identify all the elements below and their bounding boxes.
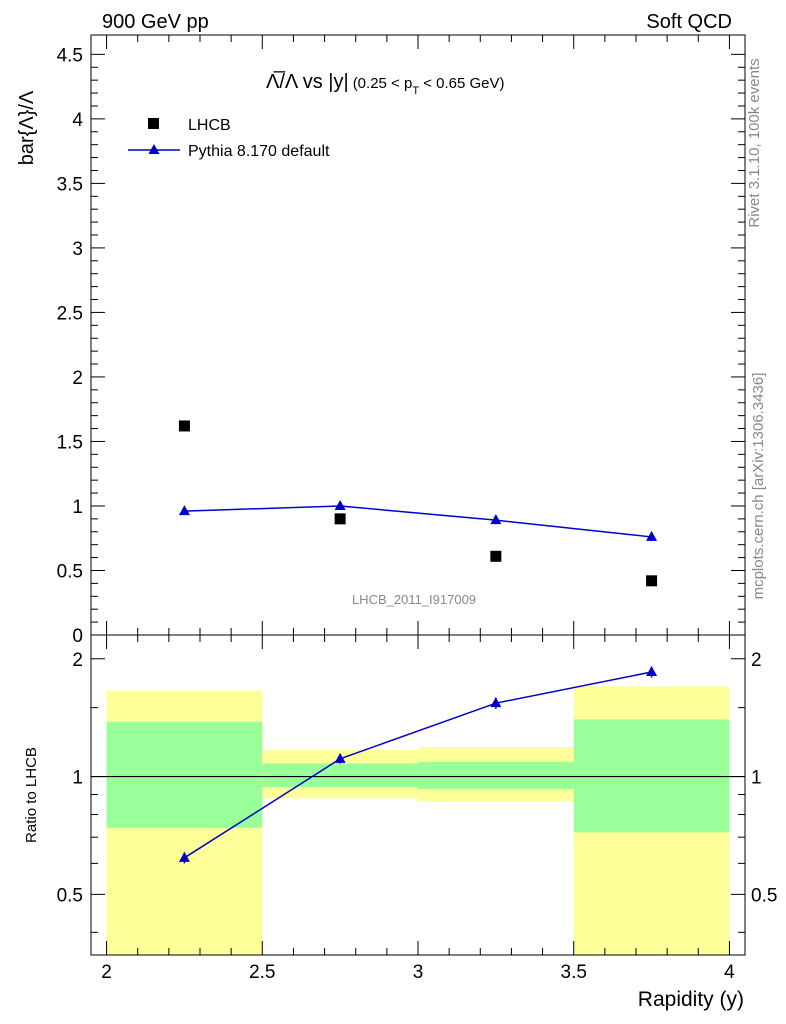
ratio-series-line [184, 671, 652, 859]
main-panel: 0 0.5 1 1.5 2 2.5 3 3.5 4 4.5 LHCB Pythia 8.170 def… [57, 34, 746, 647]
mcplots-label: mcplots.cern.ch [arXiv:1306.3436] [750, 373, 767, 600]
data-point [490, 550, 502, 562]
ratio-y-tick-label: 2 [72, 650, 83, 671]
mc-point [334, 499, 346, 510]
uncertainty-band-inner [106, 721, 263, 828]
title-cut-open: (0.25 < p [353, 75, 413, 92]
ratio-y-tick-label: 1 [72, 768, 83, 789]
uncertainty-band-inner [262, 763, 418, 788]
mc-point [646, 530, 658, 541]
analysis-watermark: LHCB_2011_I917009 [352, 592, 476, 607]
header-left: 900 GeV pp [102, 11, 209, 33]
x-axis-label: Rapidity (y) [638, 988, 744, 1011]
y-tick-label: 0 [72, 626, 83, 647]
x-tick-label: 2.5 [249, 962, 275, 983]
rivet-version-label: Rivet 3.1.10, 100k events [746, 58, 763, 227]
ratio-y-tick-label-right: 2 [751, 650, 762, 671]
mc-series-line [184, 505, 652, 538]
ratio-y-tick-label-right: 1 [751, 768, 762, 789]
y-axis-label-ratio: Ratio to LHCB [23, 747, 40, 843]
legend-label-data: LHCB [188, 117, 231, 134]
header-right: Soft QCD [646, 11, 732, 33]
y-tick-label: 0.5 [57, 561, 83, 582]
ratio-point [490, 697, 502, 708]
y-tick-label: 2.5 [57, 303, 83, 324]
uncertainty-band-inner [573, 719, 730, 833]
y-tick-label: 1.5 [57, 432, 83, 453]
ratio-point [178, 851, 190, 862]
y-tick-label: 3 [72, 239, 83, 260]
title-cut-close: < 0.65 GeV) [419, 75, 504, 92]
y-axis-label-main: bar{Λ}/Λ [16, 90, 38, 165]
y-tick-label: 3.5 [57, 174, 83, 195]
y-tick-label: 1 [72, 497, 83, 518]
ratio-y-tick-label: 0.5 [57, 885, 83, 906]
svg-text:Λ̅/Λ vs |y|(0.25 < pT < 0.65 G: Λ̅/Λ vs |y| (0.25 < pT < 0.65 GeV) [266, 70, 505, 97]
data-point [178, 420, 190, 432]
y-tick-label: 4.5 [57, 45, 83, 66]
x-tick-label: 4 [724, 962, 735, 983]
mc-point [178, 505, 190, 516]
data-point [646, 575, 658, 587]
legend-marker-data [148, 118, 159, 129]
legend-marker-mc [148, 144, 160, 154]
ratio-panel: 0.5 0.5 1 1 2 2 2 2.5 3 3.5 4 [57, 634, 777, 983]
mc-point [490, 514, 502, 525]
x-tick-label: 2 [101, 962, 112, 983]
ratio-point [334, 752, 346, 763]
x-tick-label: 3.5 [561, 962, 587, 983]
title-main: Λ̅/Λ vs |y| [266, 70, 349, 93]
title-cut-sub: T [412, 85, 419, 97]
uncertainty-band-inner [418, 761, 574, 789]
ratio-y-tick-label-right: 0.5 [751, 885, 777, 906]
x-tick-label: 3 [413, 962, 424, 983]
y-tick-label: 4 [72, 110, 83, 131]
data-point [334, 513, 346, 525]
y-tick-label: 2 [72, 368, 83, 389]
chart-title: Λ̅/Λ vs |y| (0.25 < pT < 0.65 GeV) [266, 70, 505, 97]
legend: LHCB Pythia 8.170 default [128, 117, 330, 160]
ratio-point [646, 666, 658, 677]
legend-label-mc: Pythia 8.170 default [188, 143, 330, 160]
